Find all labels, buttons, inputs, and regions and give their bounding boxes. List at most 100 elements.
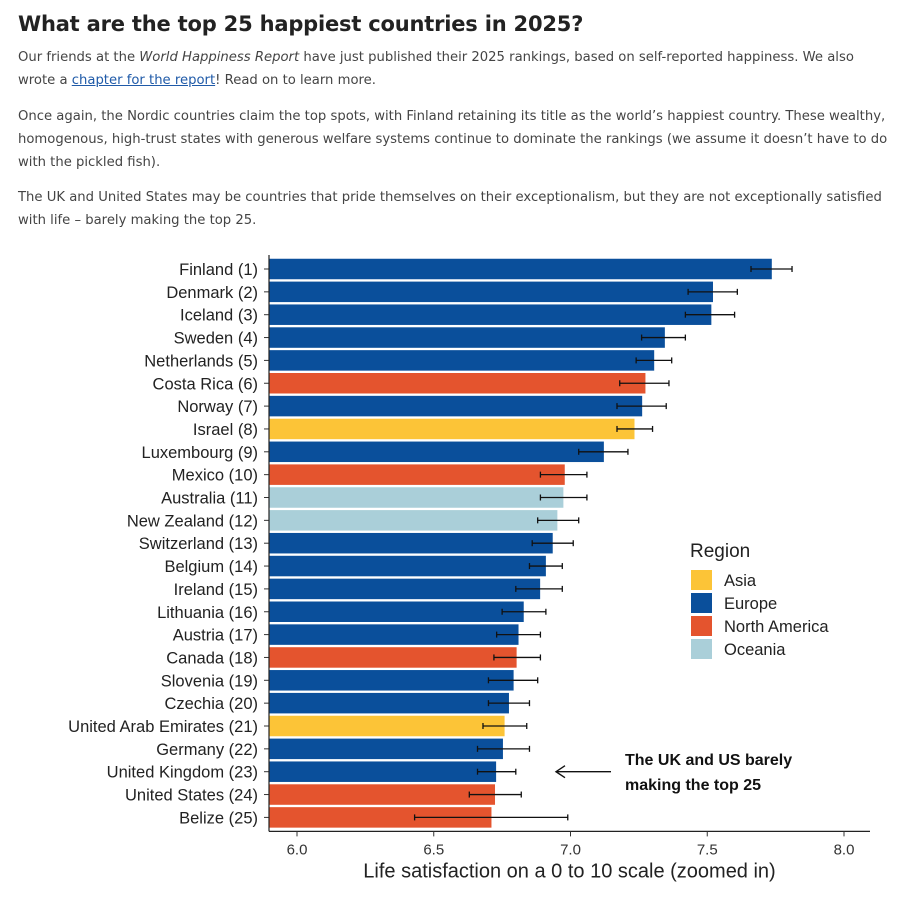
legend-label-asia: Asia <box>724 572 757 590</box>
error-bar-costa-rica-6 <box>619 380 670 387</box>
error-bar-norway-7 <box>616 403 667 410</box>
bar-denmark-2 <box>269 281 713 303</box>
x-tick-label-7.0: 7.0 <box>560 841 581 858</box>
bar-united-kingdom-23 <box>269 761 497 782</box>
bar-austria-17 <box>269 624 519 645</box>
country-label-united-kingdom-23: United Kingdom (23) <box>107 764 258 782</box>
bar-united-arab-emirates-21 <box>269 715 505 737</box>
legend-swatch-europe <box>691 593 712 613</box>
legend-swatch-oceania <box>691 639 712 659</box>
bars-layer <box>269 258 772 828</box>
country-label-finland-1: Finland (1) <box>179 261 258 279</box>
country-label-lithuania-16: Lithuania (16) <box>157 604 258 622</box>
report-name: World Happiness Report <box>139 50 300 65</box>
country-label-united-states-24: United States (24) <box>125 787 258 805</box>
error-bar-canada-18 <box>493 654 542 661</box>
happiness-bar-chart: Finland (1) Denmark (2) Iceland (3) Sweden … <box>68 255 870 882</box>
country-label-belgium-14: Belgium (14) <box>164 558 258 576</box>
intro-paragraph-3: The UK and United States may be countrie… <box>18 190 882 228</box>
error-bar-belize-25 <box>413 814 569 821</box>
legend: Region Asia Europe North America Oceania <box>690 541 829 659</box>
bar-iceland-3 <box>269 304 712 325</box>
intro-p1-post: ! Read on to learn more. <box>215 73 376 88</box>
error-bar-lithuania-16 <box>501 608 547 615</box>
country-label-norway-7: Norway (7) <box>177 398 258 416</box>
legend-title: Region <box>690 541 750 562</box>
error-bar-united-states-24 <box>468 791 522 798</box>
bar-sweden-4 <box>269 327 665 348</box>
error-bar-slovenia-19 <box>487 677 539 684</box>
error-bar-austria-17 <box>496 631 542 638</box>
error-bars-layer <box>413 266 793 821</box>
bar-norway-7 <box>269 395 643 417</box>
x-axis-title: Life satisfaction on a 0 to 10 scale (zo… <box>363 860 775 882</box>
bar-canada-18 <box>269 647 517 668</box>
country-label-australia-11: Australia (11) <box>161 490 258 508</box>
annotation: The UK and US barely making the top 25 <box>554 752 792 794</box>
country-label-mexico-10: Mexico (10) <box>172 467 258 485</box>
intro-p1-pre: Our friends at the <box>18 50 140 65</box>
bar-united-states-24 <box>269 784 496 805</box>
bar-mexico-10 <box>269 464 565 485</box>
error-bar-netherlands-5 <box>635 357 673 364</box>
country-label-austria-17: Austria (17) <box>173 627 258 645</box>
legend-label-europe: Europe <box>724 595 777 613</box>
intro-p1-mid: have just published their 2025 rankings,… <box>18 50 854 88</box>
bar-luxembourg-9 <box>269 441 604 463</box>
error-bar-sweden-4 <box>640 334 687 341</box>
error-bar-belgium-14 <box>528 563 563 570</box>
bar-new-zealand-12 <box>269 510 558 531</box>
bar-slovenia-19 <box>269 670 514 691</box>
country-label-sweden-4: Sweden (4) <box>174 330 258 348</box>
bar-ireland-15 <box>269 578 541 600</box>
country-label-netherlands-5: Netherlands (5) <box>144 352 258 370</box>
bar-costa-rica-6 <box>269 373 646 394</box>
country-labels-layer: Finland (1) Denmark (2) Iceland (3) Sweden … <box>68 261 258 827</box>
bar-netherlands-5 <box>269 350 655 371</box>
page-title: What are the top 25 happiest countries i… <box>18 12 584 36</box>
bar-belize-25 <box>269 807 492 828</box>
intro-paragraph-2: Once again, the Nordic countries claim t… <box>18 109 888 170</box>
bar-germany-22 <box>269 738 503 760</box>
bar-switzerland-13 <box>269 532 553 554</box>
x-tick-label-6.0: 6.0 <box>287 841 308 858</box>
country-label-luxembourg-9: Luxembourg (9) <box>142 444 258 462</box>
x-tick-label-6.5: 6.5 <box>423 841 444 858</box>
bar-australia-11 <box>269 487 564 508</box>
axes-layer: 6.0 6.5 7.0 7.5 8.0 Life satisfaction on a 0 … <box>264 255 870 882</box>
annotation-line-1: The UK and US barely <box>625 752 792 769</box>
error-bar-finland-1 <box>750 266 793 272</box>
country-label-united-arab-emirates-21: United Arab Emirates (21) <box>68 718 258 736</box>
legend-swatch-north-america <box>691 616 712 636</box>
country-label-belize-25: Belize (25) <box>179 809 258 827</box>
annotation-arrow-head <box>554 765 566 779</box>
error-bar-iceland-3 <box>684 311 736 318</box>
error-bar-new-zealand-12 <box>537 517 580 524</box>
error-bar-switzerland-13 <box>531 540 574 547</box>
bar-czechia-20 <box>269 692 509 714</box>
country-label-czechia-20: Czechia (20) <box>164 695 258 713</box>
error-bar-denmark-2 <box>687 288 738 295</box>
bar-israel-8 <box>269 418 635 440</box>
country-label-israel-8: Israel (8) <box>193 421 258 439</box>
error-bar-czechia-20 <box>487 700 531 707</box>
chapter-link[interactable]: chapter for the report <box>71 73 216 88</box>
error-bar-united-arab-emirates-21 <box>482 723 528 729</box>
country-label-slovenia-19: Slovenia (19) <box>161 672 258 690</box>
country-label-switzerland-13: Switzerland (13) <box>139 535 258 553</box>
country-label-iceland-3: Iceland (3) <box>180 307 258 325</box>
error-bar-mexico-10 <box>539 471 588 478</box>
country-label-ireland-15: Ireland (15) <box>174 581 258 599</box>
error-bar-germany-22 <box>476 745 531 752</box>
country-label-costa-rica-6: Costa Rica (6) <box>153 375 258 393</box>
legend-label-north-america: North America <box>724 618 829 636</box>
country-label-canada-18: Canada (18) <box>166 649 258 667</box>
error-bar-united-kingdom-23 <box>476 768 517 775</box>
bar-belgium-14 <box>269 555 546 577</box>
error-bar-luxembourg-9 <box>578 448 629 455</box>
legend-label-oceania: Oceania <box>724 641 786 659</box>
error-bar-australia-11 <box>539 494 588 501</box>
country-label-new-zealand-12: New Zealand (12) <box>127 512 258 530</box>
x-tick-label-7.5: 7.5 <box>697 841 718 858</box>
bar-lithuania-16 <box>269 601 524 622</box>
